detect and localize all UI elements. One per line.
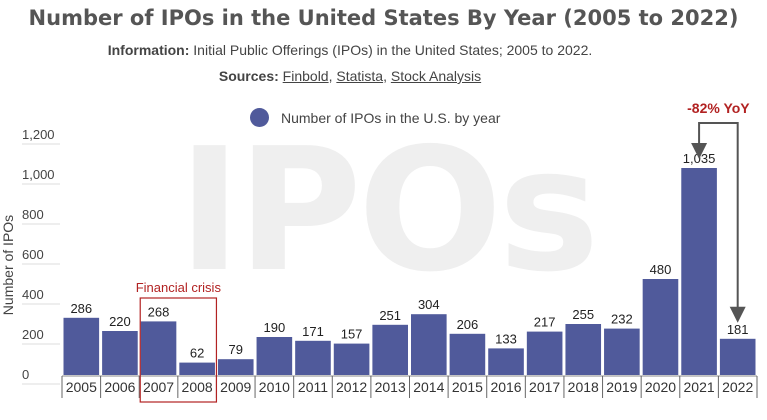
legend-label: Number of IPOs in the U.S. by year	[281, 109, 501, 126]
bar-2021	[681, 168, 717, 375]
x-tick-label: 2022	[722, 379, 753, 395]
x-tick-label: 2017	[529, 379, 560, 395]
sources-label: Sources:	[218, 68, 279, 84]
chart-sources: Sources: Finbold, Statista, Stock Analys…	[0, 68, 700, 84]
y-tick-label: 1,200	[22, 127, 55, 142]
bar-value-label: 133	[495, 331, 517, 346]
bar-2015	[449, 333, 486, 375]
bar-value-label: 79	[229, 342, 243, 357]
bar-2020	[642, 279, 679, 375]
source-separator: ,	[328, 68, 337, 84]
x-tick-label: 2006	[104, 379, 135, 395]
bar-value-label: 286	[70, 301, 92, 316]
bar-2022	[719, 338, 756, 375]
x-tick-label: 2007	[143, 379, 174, 395]
chart-title: Number of IPOs in the United States By Y…	[28, 6, 739, 30]
x-tick-label: 2016	[490, 379, 521, 395]
x-tick-label: 2018	[568, 379, 599, 395]
bar-value-label: 232	[611, 312, 633, 327]
financial-crisis-label: Financial crisis	[136, 280, 222, 295]
x-tick-label: 2012	[336, 379, 367, 395]
bar-value-label: 480	[650, 262, 672, 277]
y-tick-label: 400	[22, 287, 44, 302]
yoy-arrow-line	[698, 122, 739, 311]
bar-value-label: 304	[418, 297, 440, 312]
source-link-stock-analysis[interactable]: Stock Analysis	[390, 68, 482, 84]
info-text: Initial Public Offerings (IPOs) in the U…	[193, 42, 593, 58]
x-tick-label: 2008	[182, 379, 213, 395]
yoy-change-label: -82% YoY	[687, 100, 750, 116]
source-link-finbold[interactable]: Finbold	[282, 68, 329, 84]
y-tick-label: 0	[22, 367, 29, 382]
bar-value-label: 206	[457, 317, 479, 332]
bar-2011	[295, 340, 331, 375]
source-link-statista[interactable]: Statista	[336, 68, 384, 84]
bar-value-label: 217	[534, 315, 556, 330]
y-tick-label: 200	[22, 327, 44, 342]
bar-2010	[256, 337, 293, 375]
bar-2005	[63, 317, 100, 375]
bar-2012	[333, 343, 370, 375]
bar-2006	[102, 331, 138, 375]
x-tick-label: 2019	[606, 379, 637, 395]
x-tick-label: 2010	[259, 379, 290, 395]
financial-crisis-box	[139, 297, 218, 403]
bar-value-label: 181	[727, 322, 749, 337]
x-tick-label: 2011	[298, 379, 328, 395]
bar-value-label: 220	[109, 314, 131, 329]
bar-2013	[372, 324, 408, 375]
bar-2009	[217, 359, 254, 375]
bar-value-label: 251	[379, 308, 401, 323]
bar-value-label: 255	[572, 307, 594, 322]
chart-legend: Number of IPOs in the U.S. by year	[250, 108, 500, 127]
bar-2017	[526, 331, 563, 375]
legend-marker	[250, 108, 269, 127]
bar-value-label: 62	[190, 346, 204, 361]
y-tick-label: 1,000	[22, 167, 55, 182]
watermark-text: IPOs	[178, 112, 600, 310]
chart-info: Information: Initial Public Offerings (I…	[0, 42, 700, 58]
bar-2019	[604, 328, 640, 375]
bar-2008	[179, 362, 215, 375]
x-tick-label: 2021	[684, 379, 715, 395]
y-tick-label: 800	[22, 207, 44, 222]
bar-value-label: 190	[264, 320, 286, 335]
bar-2018	[565, 324, 602, 375]
bar-value-label: 157	[341, 327, 363, 342]
x-tick-label: 2015	[452, 379, 483, 395]
y-axis-title: Number of IPOs	[0, 215, 16, 315]
bar-value-label: 268	[148, 304, 170, 319]
x-tick-label: 2013	[375, 379, 406, 395]
yoy-arrow-head-2022	[729, 306, 746, 323]
bar-value-label: 171	[302, 324, 324, 339]
source-separator: ,	[383, 68, 391, 84]
y-tick-label: 600	[22, 247, 44, 262]
bar-2014	[411, 314, 447, 375]
x-tick-label: 2009	[220, 379, 251, 395]
x-tick-label: 2020	[645, 379, 676, 395]
x-tick-label: 2005	[66, 379, 97, 395]
yoy-arrow-head-2021	[691, 143, 708, 159]
info-label: Information:	[107, 42, 190, 58]
bar-2016	[488, 348, 524, 375]
bar-2007	[140, 321, 177, 375]
x-tick-label: 2014	[413, 379, 444, 395]
